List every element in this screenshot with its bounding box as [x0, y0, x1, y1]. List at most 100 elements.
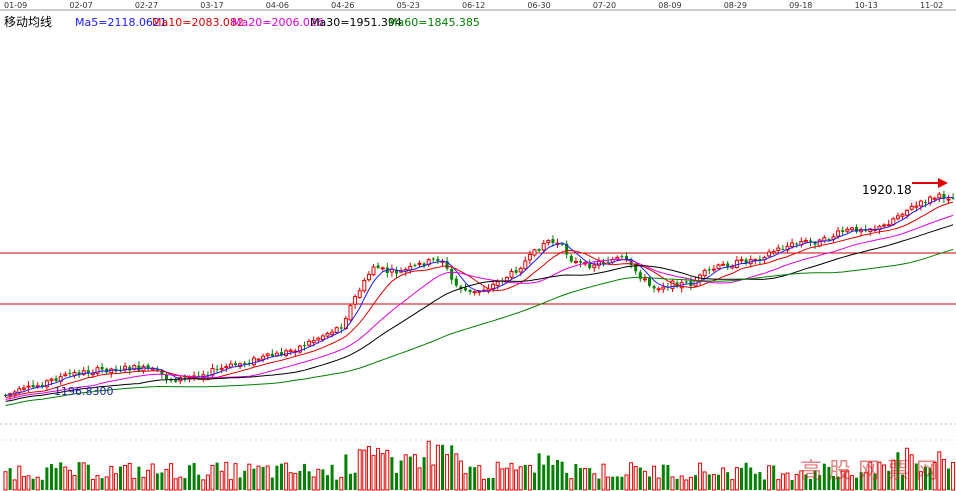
volume-bar-down — [335, 479, 339, 490]
volume-bar-down — [694, 475, 697, 490]
candle-body-up — [642, 278, 647, 281]
volume-bar-down — [40, 479, 44, 490]
candle-body-up — [937, 193, 942, 199]
candle-body-down — [758, 258, 762, 260]
candle-body-down — [675, 282, 679, 287]
volume-bar-up — [288, 472, 293, 491]
candle-body-down — [560, 243, 564, 245]
candle-body-up — [909, 205, 914, 210]
candle-body-down — [924, 202, 927, 204]
candle-body-up — [785, 245, 790, 251]
date-tick-label: 06-12 — [462, 1, 485, 10]
candle-body-down — [634, 264, 638, 272]
volume-bar-up — [458, 460, 463, 491]
candle-body-down — [339, 327, 343, 329]
volume-bar-down — [749, 467, 753, 490]
volume-bar-down — [215, 462, 219, 490]
candle-body-up — [261, 355, 266, 360]
volume-bar-down — [822, 463, 826, 490]
candle-body-down — [128, 366, 132, 371]
volume-bar-down — [611, 476, 615, 490]
volume-bar-down — [330, 464, 334, 490]
candle-body-up — [656, 288, 661, 291]
candle-body-up — [417, 262, 422, 265]
date-axis: 01-09 02-07 02-27 03-17 04-06 04-26 05-23 06-12… — [4, 1, 943, 10]
volume-bar-up — [504, 467, 509, 491]
volume-bar-up — [918, 471, 923, 491]
date-tick-label: 08-09 — [658, 1, 681, 10]
candle-body-down — [183, 377, 187, 379]
volume-bar-up — [905, 447, 910, 491]
volume-bar-up — [477, 465, 482, 491]
candle-body-down — [625, 255, 628, 261]
volume-bar-down — [588, 468, 592, 490]
volume-bar-up — [169, 463, 174, 491]
candle-body-up — [353, 296, 358, 305]
date-tick-label: 04-06 — [266, 1, 289, 10]
volume-bar-down — [772, 465, 776, 490]
candle-body-up — [228, 363, 233, 368]
volume-bar-up — [891, 459, 896, 491]
ma-lines — [5, 196, 954, 406]
volume-bar-down — [77, 462, 81, 490]
candle-body-down — [841, 230, 845, 233]
volume-bar-up — [698, 462, 703, 491]
volume-bar-down — [579, 468, 582, 490]
volume-bar-down — [574, 464, 578, 490]
volume-bar-up — [380, 453, 385, 491]
candle-body-down — [707, 269, 711, 271]
volume-bar-down — [188, 465, 191, 490]
volume-bar-down — [119, 466, 122, 490]
candle-body-down — [781, 248, 785, 250]
candle-body-down — [813, 242, 817, 245]
volume-bar-up — [403, 454, 408, 491]
volume-bar-down — [192, 463, 196, 490]
candle-body-down — [827, 239, 831, 241]
candle-body-down — [855, 227, 858, 232]
volume-bar-down — [307, 471, 311, 490]
volume-bar-up — [463, 473, 468, 491]
candle-body-up — [523, 260, 528, 270]
volume-bar-up — [90, 478, 95, 491]
volume-bar-down — [441, 444, 444, 490]
volume-bar-down — [546, 455, 550, 490]
candle-body-up — [316, 337, 321, 341]
volume-bar-up — [780, 473, 785, 491]
volume-bar-down — [859, 472, 863, 490]
volume-bar-down — [86, 464, 90, 490]
ma-legend-ma5: Ma5=2118.0621 — [75, 16, 167, 29]
candle-body-up — [21, 387, 26, 390]
candle-body-up — [357, 290, 362, 298]
volume-panel — [3, 440, 956, 491]
volume-bar-up — [454, 453, 459, 491]
volume-bar-down — [560, 461, 564, 490]
volume-bar-up — [633, 466, 638, 491]
volume-bar-up — [63, 466, 68, 491]
volume-bar-up — [721, 467, 726, 491]
volume-bar-down — [675, 478, 679, 490]
volume-bar-down — [59, 462, 63, 490]
volume-bar-down — [523, 464, 527, 490]
candle-body-up — [224, 366, 229, 369]
candle-body-up — [702, 269, 707, 277]
volume-bar-up — [509, 462, 514, 491]
volume-bar-down — [753, 473, 757, 490]
candle-body-up — [95, 367, 100, 374]
volume-bar-up — [210, 464, 215, 491]
candle-body-up — [210, 368, 215, 376]
volume-bar-up — [937, 451, 942, 491]
candle-body-down — [280, 352, 283, 356]
volume-bar-down — [50, 464, 53, 490]
volume-bar-down — [243, 470, 247, 490]
volume-bar-up — [730, 479, 735, 491]
volume-bar-down — [45, 467, 49, 490]
volume-bar-down — [487, 477, 490, 490]
candle-body-up — [325, 332, 330, 337]
candle-body-down — [652, 286, 656, 289]
candle-body-down — [744, 259, 748, 264]
ma-legend-ma30: Ma30=1951.394 — [310, 16, 402, 29]
volume-bar-up — [412, 454, 417, 491]
candle-body-up — [44, 380, 49, 388]
volume-bar-up — [417, 467, 422, 491]
volume-bar-down — [155, 473, 159, 490]
